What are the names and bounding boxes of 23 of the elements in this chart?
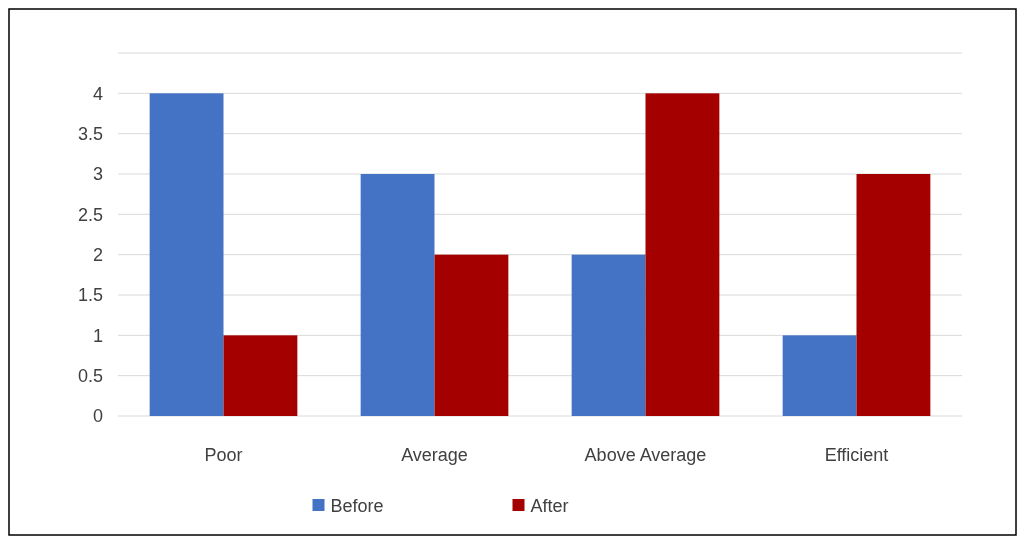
y-tick-label: 3 <box>92 164 103 185</box>
bar <box>645 93 720 416</box>
x-tick-label: Poor <box>204 445 243 465</box>
y-tick-label: 2.5 <box>77 204 103 225</box>
x-tick-label: Average <box>401 445 468 465</box>
y-tick-label: 0.5 <box>77 365 103 386</box>
x-tick-label: Above Average <box>584 445 707 465</box>
bar <box>360 174 435 416</box>
bar <box>434 254 509 416</box>
legend-label: Before <box>330 496 384 517</box>
bar <box>856 174 931 416</box>
bar <box>149 93 224 416</box>
y-tick-label: 0 <box>92 406 103 427</box>
bar <box>223 335 298 416</box>
y-tick-label: 1.5 <box>77 285 103 306</box>
y-tick-label: 2 <box>92 244 103 265</box>
bar <box>782 335 857 416</box>
y-tick-label: 1 <box>92 325 103 346</box>
x-tick-label: Efficient <box>824 445 889 465</box>
bar <box>571 254 646 416</box>
y-tick-label: 3.5 <box>77 123 103 144</box>
legend-label: After <box>530 496 569 517</box>
y-tick-label: 4 <box>92 83 103 104</box>
